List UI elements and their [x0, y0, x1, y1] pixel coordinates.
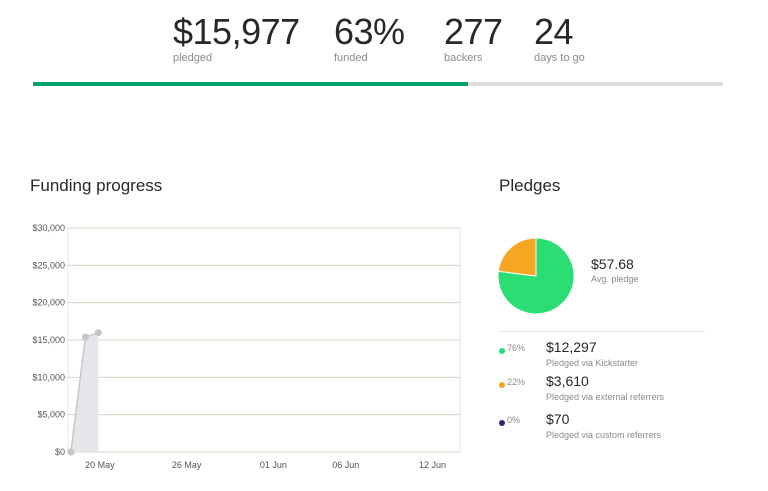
days-label: days to go [534, 52, 585, 64]
pie-slice [497, 237, 537, 277]
x-tick-label: 12 Jun [419, 460, 446, 470]
custom-percent: 0% [507, 415, 521, 425]
funding-point [67, 448, 75, 456]
pie-slice [497, 237, 575, 315]
y-tick-label: $15,000 [32, 335, 65, 345]
funded-stat: 63% funded [334, 11, 405, 65]
pledged-amount: $15,977 [173, 11, 300, 52]
avg-pledge-label: Avg. pledge [591, 274, 639, 284]
y-tick-label: $25,000 [32, 260, 65, 270]
x-tick-label: 26 May [172, 460, 202, 470]
external-dot [499, 382, 505, 388]
external-amount: $3,610 [546, 373, 589, 389]
backers-count: 277 [444, 11, 503, 52]
kickstarter-percent: 76% [507, 343, 526, 353]
custom-description: Pledged via custom referrers [546, 430, 662, 440]
pledges-divider [499, 331, 705, 332]
pledges-heading: Pledges [499, 176, 561, 195]
custom-amount: $70 [546, 411, 570, 427]
funding-progress-heading: Funding progress [30, 176, 163, 195]
y-tick-label: $30,000 [32, 223, 65, 233]
custom-dot [499, 420, 505, 426]
avg-pledge-value: $57.68 [591, 256, 634, 272]
funding-progress-fill [33, 82, 468, 86]
kickstarter-dot [499, 348, 505, 354]
pledged-stat: $15,977 pledged [173, 11, 300, 65]
x-tick-label: 20 May [85, 460, 115, 470]
y-tick-label: $5,000 [37, 410, 65, 420]
funding-progress-bar [33, 82, 723, 86]
funding-area [70, 332, 99, 452]
funded-percent: 63% [334, 11, 405, 52]
backers-label: backers [444, 52, 483, 64]
x-tick-label: 06 Jun [332, 460, 359, 470]
y-tick-label: $20,000 [32, 298, 65, 308]
days-stat: 24 days to go [534, 11, 585, 65]
y-tick-label: $0 [55, 447, 65, 457]
external-description: Pledged via external referrers [546, 392, 665, 402]
pledges-pie-chart [497, 237, 575, 315]
y-tick-label: $10,000 [32, 372, 65, 382]
funding-point [94, 329, 102, 337]
kickstarter-description: Pledged via Kickstarter [546, 358, 639, 368]
funding-progress-chart: $0 $5,000 $10,000 $15,000 $20,000 $25,000 $30,… [32, 223, 461, 470]
kickstarter-amount: $12,297 [546, 339, 597, 355]
external-percent: 22% [507, 377, 526, 387]
backers-stat: 277 backers [444, 11, 503, 65]
funded-label: funded [334, 52, 368, 64]
days-count: 24 [534, 11, 574, 52]
pledged-label: pledged [173, 52, 213, 64]
x-tick-label: 01 Jun [260, 460, 287, 470]
funding-point [81, 333, 89, 341]
